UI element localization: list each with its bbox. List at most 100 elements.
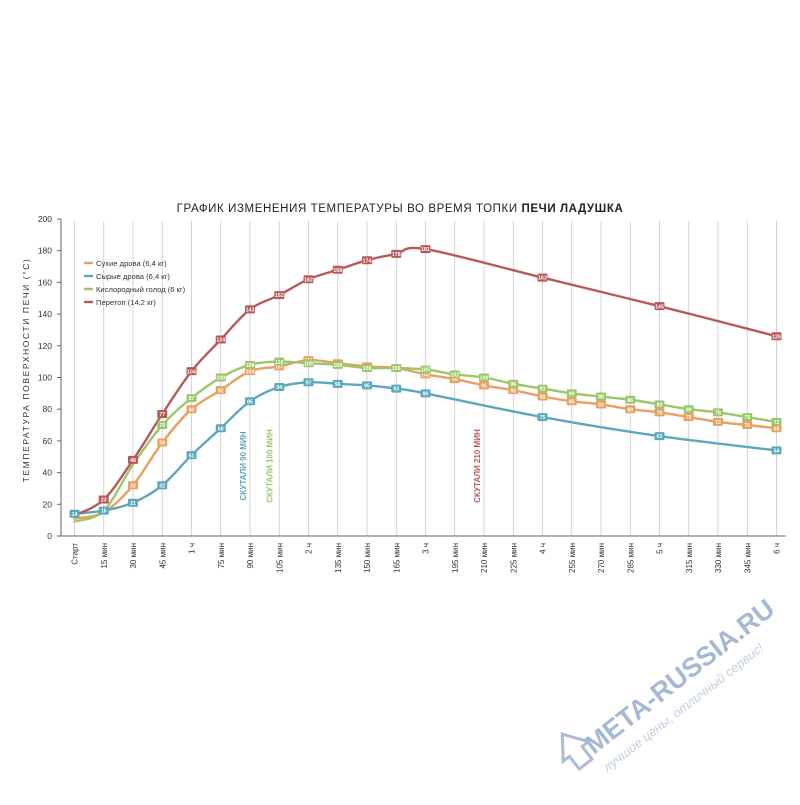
- data-label: 80: [627, 407, 633, 413]
- data-point-marker: [771, 446, 782, 455]
- data-point: 32: [157, 481, 168, 490]
- data-label: 86: [627, 398, 633, 404]
- data-point: 70: [742, 421, 753, 430]
- data-label: 85: [569, 399, 575, 405]
- data-label: 100: [480, 376, 489, 382]
- data-label: 68: [218, 426, 224, 432]
- x-tick-label: 330 мин: [714, 543, 723, 573]
- data-label: 90: [423, 391, 429, 397]
- data-point-marker: [245, 367, 255, 376]
- data-point-marker: [215, 424, 226, 433]
- data-point-marker: [245, 360, 255, 369]
- x-tick-label: 45 мин: [158, 543, 167, 569]
- data-point-marker: [332, 360, 343, 369]
- data-point-marker: [215, 373, 226, 382]
- data-label: 14: [72, 512, 78, 518]
- y-tick-label: 120: [38, 341, 52, 351]
- y-tick-label: 80: [43, 404, 53, 414]
- y-tick-label: 160: [38, 277, 52, 287]
- data-point-marker: [742, 421, 753, 430]
- data-point: 86: [625, 395, 636, 404]
- data-label: 87: [189, 396, 195, 402]
- data-point: 78: [713, 408, 723, 416]
- data-point-marker: [157, 438, 168, 447]
- data-point: 78: [654, 408, 665, 417]
- data-label: 109: [304, 361, 313, 367]
- data-point-marker: [186, 451, 197, 460]
- data-label: 51: [189, 453, 195, 459]
- data-point: 54: [771, 446, 782, 455]
- data-point: 143: [245, 305, 255, 313]
- annotation-label: СКУТАЛИ 90 МИН: [239, 431, 248, 500]
- data-point: 108: [245, 360, 255, 369]
- data-point: 75: [683, 413, 694, 422]
- x-tick-label: Старт: [71, 543, 80, 565]
- data-point-marker: [683, 413, 694, 422]
- data-point: 93: [537, 384, 548, 393]
- data-point-marker: [420, 389, 431, 398]
- data-point: 83: [596, 400, 606, 409]
- data-point-marker: [186, 394, 197, 403]
- data-point: 110: [274, 357, 285, 366]
- data-label: 72: [774, 420, 780, 426]
- chart-title-prefix: ГРАФИК ИЗМЕНЕНИЯ ТЕМПЕРАТУРЫ ВО ВРЕМЯ ТО…: [176, 203, 522, 215]
- watermark-brand: META-RUSSIA.RU: [579, 593, 780, 759]
- data-point-marker: [362, 381, 372, 390]
- data-label: 85: [247, 399, 253, 405]
- legend-entry: Кислородный голод (6 кг): [96, 285, 186, 294]
- data-label: 110: [275, 360, 283, 366]
- data-point: 72: [713, 417, 723, 426]
- x-tick-label: 315 мин: [685, 543, 694, 573]
- data-point: 100: [479, 373, 489, 382]
- annotation-label: СКУТАЛИ 210 МИН: [473, 429, 482, 503]
- data-point-marker: [157, 409, 168, 418]
- data-point: 95: [479, 381, 489, 390]
- x-tick-label: 3 ч: [422, 543, 431, 554]
- data-point-marker: [654, 400, 665, 409]
- data-label: 145: [655, 304, 664, 310]
- legend: Сухие дрова (6,4 кг) Сырые дрова (6,4 кг)…: [84, 259, 186, 307]
- data-point: 68: [771, 424, 782, 432]
- data-point: 100: [215, 373, 226, 382]
- data-label: 93: [393, 387, 399, 393]
- data-point-marker: [128, 498, 138, 507]
- data-point-marker: [742, 413, 753, 422]
- data-label: 92: [218, 388, 224, 394]
- x-tick-label: 165 мин: [392, 543, 401, 573]
- data-label: 75: [686, 415, 692, 421]
- data-point: 92: [508, 386, 519, 394]
- data-label: 102: [421, 372, 430, 378]
- data-label: 95: [481, 384, 487, 390]
- data-label: 108: [246, 363, 255, 369]
- data-label: 107: [275, 365, 284, 371]
- data-label: 104: [187, 369, 196, 375]
- data-label: 178: [392, 252, 401, 258]
- data-point: 162: [303, 275, 314, 283]
- data-label: 163: [538, 276, 547, 282]
- data-point-marker: [537, 413, 548, 422]
- data-point: 93: [391, 384, 402, 393]
- data-label: 174: [363, 258, 372, 264]
- data-point-marker: [157, 481, 168, 490]
- data-label: 105: [421, 368, 430, 374]
- data-point: 83: [654, 400, 665, 409]
- data-point: 106: [362, 363, 372, 372]
- data-label: 90: [569, 391, 575, 397]
- data-point-marker: [537, 273, 548, 282]
- x-tick-label: 285 мин: [626, 543, 635, 573]
- data-point-marker: [654, 408, 665, 417]
- data-label: 143: [246, 307, 255, 313]
- x-tick-label: 150 мин: [363, 543, 372, 573]
- y-tick-label: 20: [43, 499, 53, 509]
- data-label: 126: [772, 334, 781, 340]
- x-tick-label: 225 мин: [509, 543, 518, 573]
- data-label: 63: [657, 434, 663, 440]
- data-label: 77: [159, 412, 165, 418]
- data-point: 70: [157, 421, 168, 429]
- x-tick-label: 135 мин: [334, 543, 343, 573]
- y-tick-label: 180: [38, 246, 52, 256]
- x-tick-label: 255 мин: [568, 543, 577, 573]
- data-point: 108: [332, 360, 343, 369]
